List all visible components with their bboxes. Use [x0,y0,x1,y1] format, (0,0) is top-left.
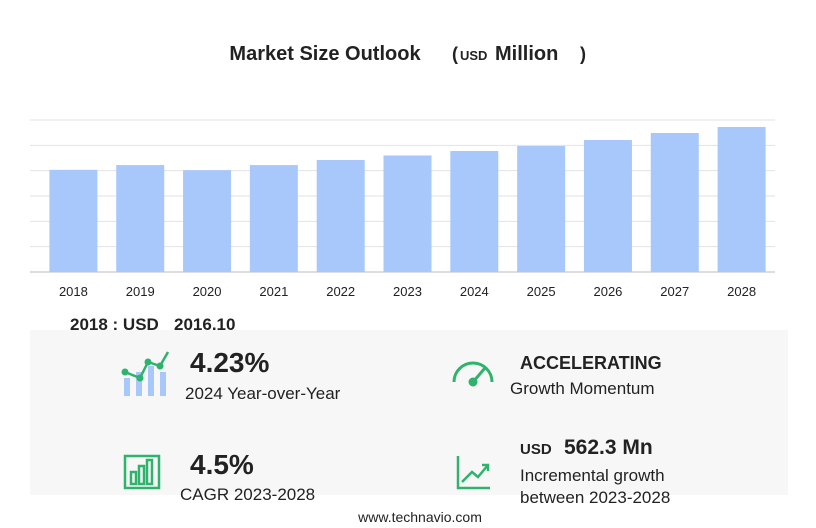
highlight-text: Growth Momentum [510,379,655,398]
base-value: 2016.10 [174,315,235,334]
x-tick-label: 2019 [126,284,155,299]
bar [450,151,499,272]
highlight-value: 4.5% [190,449,254,480]
x-tick-label: 2020 [193,284,222,299]
icon-growth [456,456,490,490]
x-tick-label: 2018 [59,284,88,299]
x-tick-label: 2027 [660,284,689,299]
title-paren: ) [580,44,586,64]
x-tick-label: 2024 [460,284,489,299]
highlight-currency: USD [520,441,552,458]
highlight-text: Incremental growth [520,466,665,485]
bar [650,133,699,272]
x-tick-label: 2023 [393,284,422,299]
x-tick-label: 2028 [727,284,756,299]
highlight-text: 2024 Year-over-Year [185,384,341,403]
title-unit: Million [495,43,558,65]
x-tick-label: 2022 [326,284,355,299]
highlight-text: CAGR 2023-2028 [180,485,315,504]
icon-yoy [121,351,170,396]
icon-cagr [123,454,161,490]
bar [717,126,766,272]
bar [249,165,298,272]
title-currency: USD [460,48,487,63]
highlight-text: between 2023-2028 [520,488,670,507]
base-label: 2018 : USD [70,315,159,334]
panel [30,330,788,495]
footer: www.technavio.com [357,509,482,525]
bar [116,165,165,272]
x-tick-label: 2026 [593,284,622,299]
highlight-value: 4.23% [190,347,269,378]
bar [316,160,365,272]
highlight-value: 562.3 Mn [564,436,653,459]
title-paren: ( [452,44,458,64]
icon-gauge [452,361,494,387]
x-tick-label: 2025 [527,284,556,299]
bar [583,140,632,272]
bar [183,170,232,272]
bar [49,169,98,272]
highlight-value: ACCELERATING [520,353,662,373]
bar [517,145,566,272]
x-tick-label: 2021 [259,284,288,299]
bar [383,155,432,272]
chart-title: Market Size Outlook [229,43,421,65]
